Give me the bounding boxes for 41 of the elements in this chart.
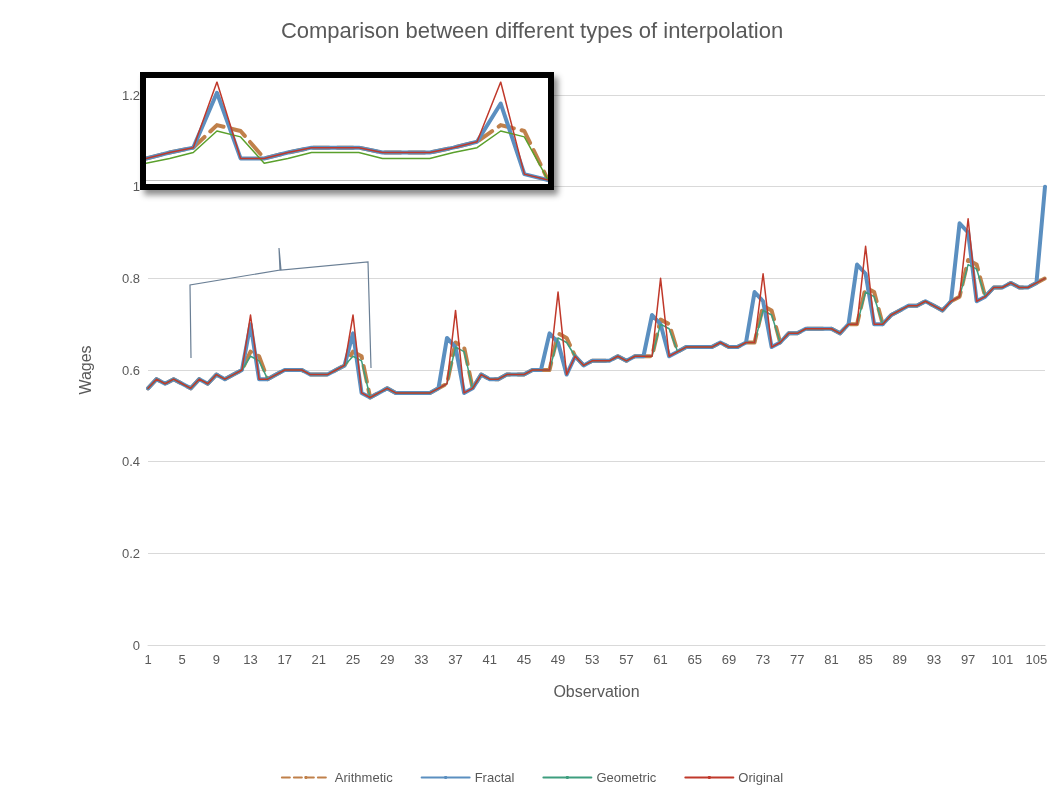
legend-label: Arithmetic: [334, 770, 394, 785]
x-tick-label: 105: [1025, 652, 1048, 667]
chart-title: Comparison between different types of interpolation: [280, 17, 784, 43]
x-tick-label: 73: [755, 652, 771, 667]
x-tick-label: 69: [721, 652, 737, 667]
x-tick-label: 17: [277, 652, 292, 667]
legend-label: Fractal: [474, 770, 515, 785]
x-tick-label: 61: [653, 652, 668, 667]
y-tick-label: 0: [132, 637, 140, 653]
x-tick-label: 101: [991, 652, 1014, 667]
x-tick-label: 49: [550, 652, 566, 667]
y-tick-label: 1: [132, 179, 140, 195]
x-tick-label: 77: [790, 652, 805, 667]
x-tick-label: 89: [892, 652, 908, 667]
x-tick-label: 81: [824, 652, 839, 667]
x-tick-label: 33: [414, 652, 429, 667]
x-tick-label: 85: [858, 652, 873, 667]
x-tick-label: 57: [619, 652, 634, 667]
x-tick-label: 65: [687, 652, 702, 667]
y-tick-label: 0.8: [121, 270, 140, 286]
y-axis-title: Wages: [76, 345, 94, 395]
y-tick-label: 0.4: [121, 454, 140, 470]
x-tick-label: 25: [345, 652, 361, 667]
x-tick-label: 45: [516, 652, 532, 667]
legend-label: Geometric: [596, 770, 657, 785]
x-tick-label: 5: [178, 652, 186, 667]
x-tick-label: 1: [144, 652, 152, 667]
x-tick-label: 37: [448, 652, 463, 667]
x-tick-label: 21: [311, 652, 327, 667]
legend-label: Original: [738, 770, 784, 785]
x-tick-label: 97: [960, 652, 976, 667]
x-tick-label: 9: [212, 652, 220, 667]
x-tick-label: 41: [482, 652, 497, 667]
x-axis-title: Observation: [553, 682, 640, 700]
y-tick-label: 0.2: [121, 545, 140, 561]
x-tick-label: 29: [379, 652, 395, 667]
y-tick-label: 1.2: [121, 87, 140, 103]
x-tick-label: 93: [926, 652, 942, 667]
y-tick-label: 0.6: [121, 362, 140, 378]
x-tick-label: 53: [584, 652, 600, 667]
x-tick-label: 13: [243, 652, 258, 667]
